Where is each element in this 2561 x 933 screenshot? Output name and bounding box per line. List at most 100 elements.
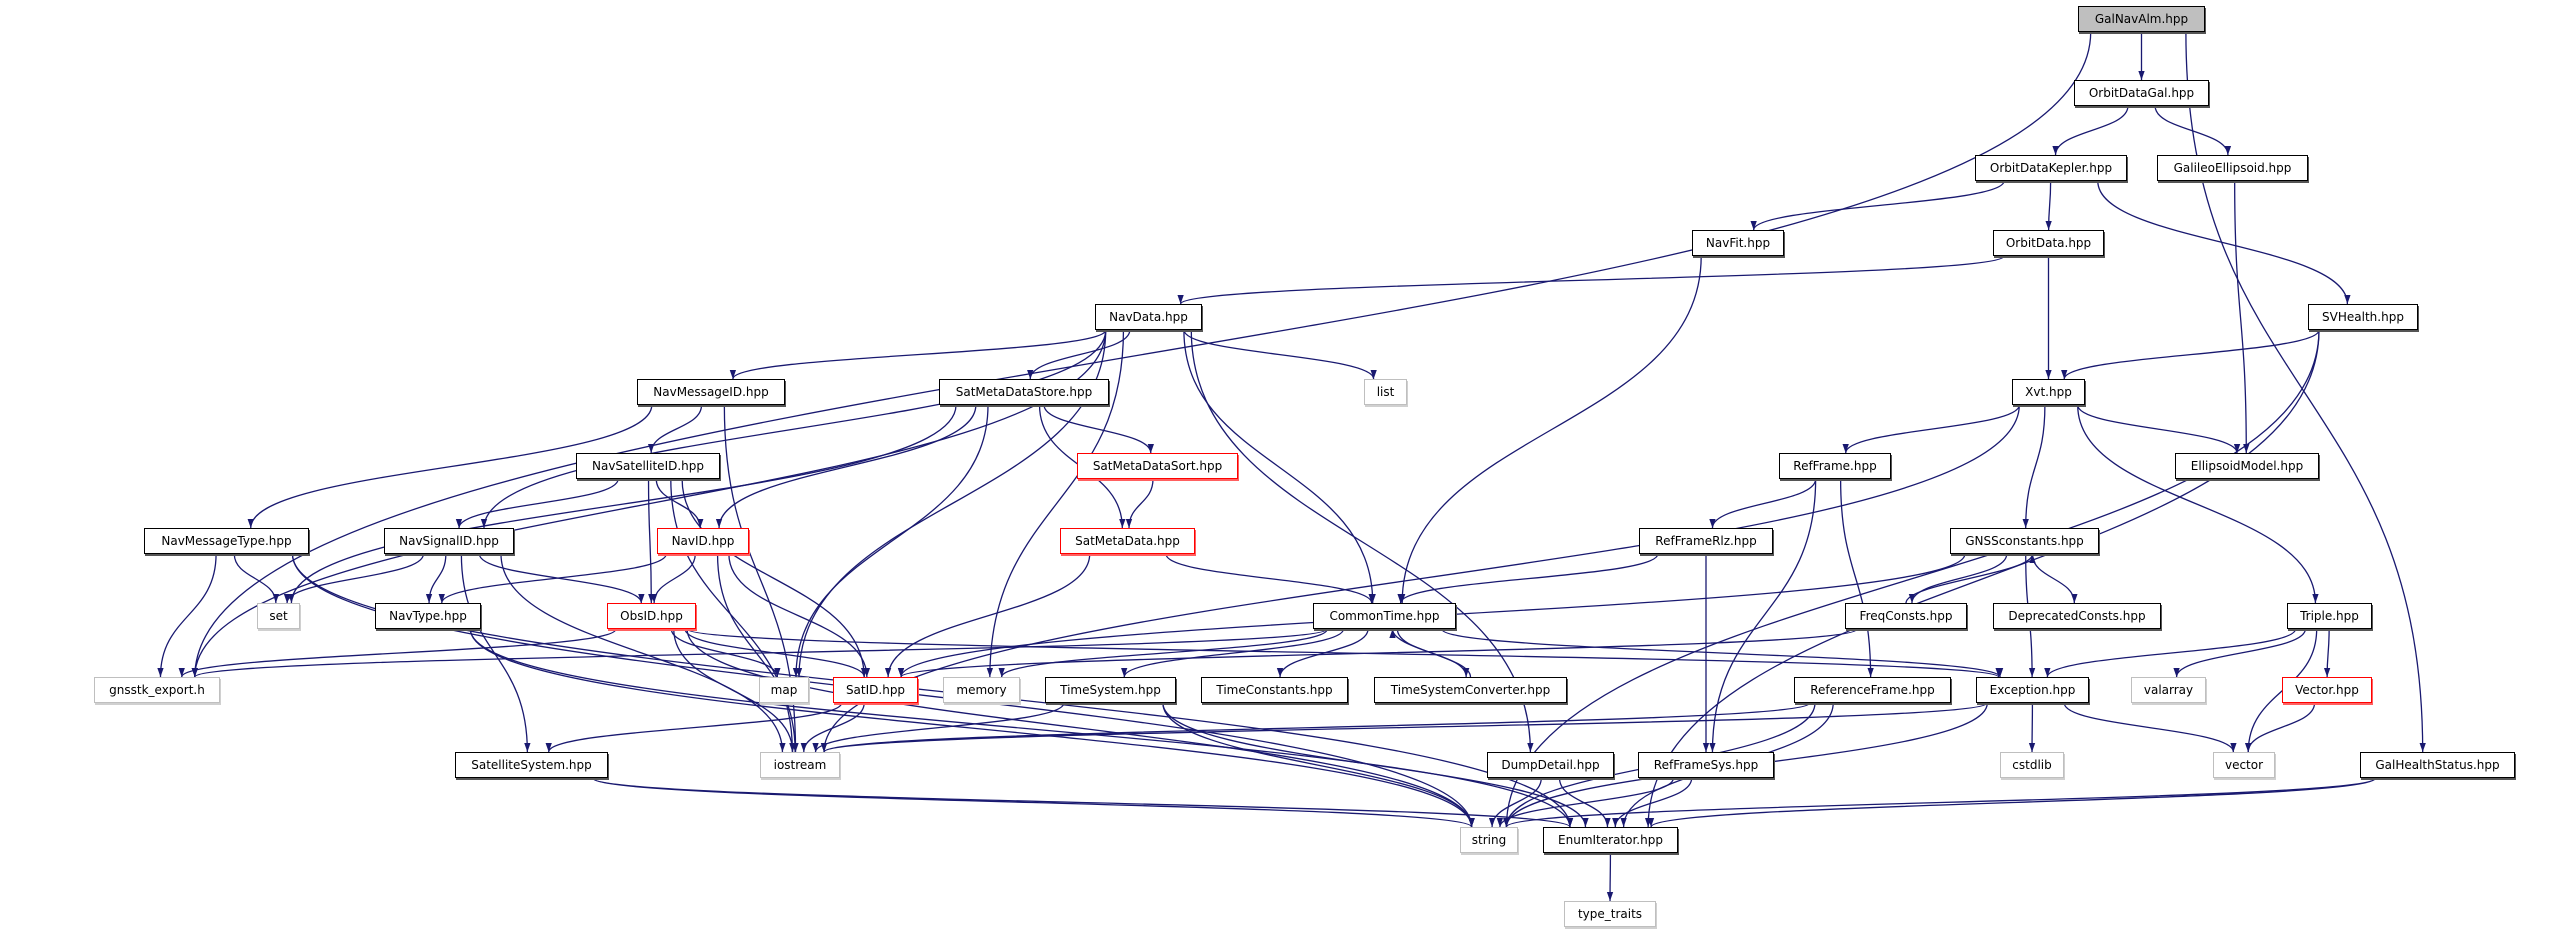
node-label: GalNavAlm.hpp (2094, 12, 2189, 26)
edge-NavSignalID-to-set (283, 553, 425, 604)
node-galileoellipsoid[interactable]: GalileoEllipsoid.hpp (2157, 155, 2308, 181)
node-gnsstk-export: gnsstk_export.h (94, 677, 220, 703)
node-navsatelliteid[interactable]: NavSatelliteID.hpp (576, 453, 720, 479)
node-label: Xvt.hpp (2025, 385, 2072, 399)
node-label: SVHealth.hpp (2322, 310, 2404, 324)
edge-SVHealth-to-string (1503, 329, 2320, 828)
edge-RefFrameRlz-to-CommonTime (1397, 553, 1659, 604)
node-exception[interactable]: Exception.hpp (1976, 677, 2089, 703)
edge-NavType-to-string (469, 628, 1475, 828)
edge-NavID-to-NavType (438, 553, 667, 604)
node-navid[interactable]: NavID.hpp (657, 528, 749, 554)
node-timesystemconverter[interactable]: TimeSystemConverter.hpp (1374, 677, 1567, 703)
edge-ObsID-to-gnsstk_export (178, 628, 617, 678)
node-refframesys[interactable]: RefFrameSys.hpp (1638, 752, 1774, 778)
edge-OrbitData-to-NavData (1177, 255, 2005, 305)
edge-SVHealth-to-EnumIterator (1645, 329, 2320, 828)
edge-CommonTime-to-TimeSystem (1121, 628, 1345, 678)
edge-Xvt-to-Triple (2077, 404, 2319, 604)
node-navmessageid[interactable]: NavMessageID.hpp (637, 379, 785, 405)
edge-CommonTime-to-TimeConstants (1276, 628, 1369, 678)
node-label: NavFit.hpp (1705, 236, 1771, 250)
node-label: vector (2224, 758, 2264, 772)
edge-SatMetaDataStore-to-SatMetaDataSort (1043, 404, 1154, 454)
node-ellipsoidmodel[interactable]: EllipsoidModel.hpp (2175, 453, 2319, 479)
node-navdata[interactable]: NavData.hpp (1095, 304, 1202, 330)
node-label: GNSSconstants.hpp (1965, 534, 2084, 548)
edge-GalNavAlm-to-gnsstk_export (191, 31, 2092, 678)
edge-RefFrame-to-RefFrameRlz (1709, 478, 1817, 529)
edge-NavMessageType-to-set (233, 553, 280, 604)
edge-GNSSconstants-to-DeprecatedConsts (2031, 553, 2078, 604)
node-galhealthstatus[interactable]: GalHealthStatus.hpp (2360, 752, 2515, 778)
edge-DumpDetail-to-string (1488, 777, 1542, 828)
node-vector[interactable]: Vector.hpp (2282, 677, 2372, 703)
node-label: Exception.hpp (1989, 683, 2076, 697)
node-commontime[interactable]: CommonTime.hpp (1313, 603, 1456, 629)
node-set: set (257, 603, 300, 629)
node-orbitdata[interactable]: OrbitData.hpp (1993, 230, 2104, 256)
node-label: GalileoEllipsoid.hpp (2173, 161, 2292, 175)
node-vector: vector (2213, 752, 2275, 778)
edge-NavMessageID-to-NavMessageType (247, 404, 653, 529)
node-galnavalm[interactable]: GalNavAlm.hpp (2078, 6, 2205, 32)
node-navsignalid[interactable]: NavSignalID.hpp (384, 528, 514, 554)
node-navfit[interactable]: NavFit.hpp (1692, 230, 1784, 256)
node-type-traits: type_traits (1564, 901, 1656, 927)
node-deprecatedconsts[interactable]: DeprecatedConsts.hpp (1993, 603, 2161, 629)
node-satmetadata[interactable]: SatMetaData.hpp (1060, 528, 1195, 554)
node-cstdlib: cstdlib (2000, 752, 2064, 778)
node-label: OrbitData.hpp (2005, 236, 2092, 250)
node-obsid[interactable]: ObsID.hpp (607, 603, 696, 629)
node-orbitdatagal[interactable]: OrbitDataGal.hpp (2074, 80, 2209, 106)
node-label: memory (956, 683, 1007, 697)
node-refframe[interactable]: RefFrame.hpp (1779, 453, 1891, 479)
edge-Triple-to-valarray (2173, 628, 2306, 678)
node-timesystem[interactable]: TimeSystem.hpp (1045, 677, 1176, 703)
edge-SatMetaDataStore-to-NavID (715, 404, 977, 529)
node-label: type_traits (1577, 907, 1643, 921)
node-satmetadatastore[interactable]: SatMetaDataStore.hpp (939, 379, 1109, 405)
node-refframerlz[interactable]: RefFrameRlz.hpp (1639, 528, 1773, 554)
node-label: string (1471, 833, 1507, 847)
edge-ReferenceFrame-to-iostream (821, 702, 1811, 753)
node-navmessagetype[interactable]: NavMessageType.hpp (144, 528, 309, 554)
edge-NavData-to-NavMessageID (729, 329, 1107, 380)
node-svhealth[interactable]: SVHealth.hpp (2308, 304, 2418, 330)
edge-NavFit-to-CommonTime (1399, 255, 1702, 604)
edge-OrbitDataGal-to-GalileoEllipsoid (2154, 105, 2232, 156)
node-label: valarray (2143, 683, 2194, 697)
edge-ObsID-to-map (670, 628, 781, 678)
node-satellitesystem[interactable]: SatelliteSystem.hpp (455, 752, 608, 778)
edge-NavSatelliteID-to-SatID (681, 478, 868, 678)
node-label: map (770, 683, 798, 697)
node-dumpdetail[interactable]: DumpDetail.hpp (1487, 752, 1614, 778)
edge-CommonTime-to-Exception (1441, 628, 2004, 678)
node-triple[interactable]: Triple.hpp (2287, 603, 2372, 629)
node-gnssconstants[interactable]: GNSSconstants.hpp (1950, 528, 2099, 554)
node-label: NavSignalID.hpp (399, 534, 499, 548)
edge-GNSSconstants-to-FreqConsts (1908, 553, 2008, 604)
edge-OrbitDataKepler-to-SVHealth (2097, 180, 2351, 305)
node-label: set (269, 609, 288, 623)
node-freqconsts[interactable]: FreqConsts.hpp (1845, 603, 1967, 629)
node-memory: memory (943, 677, 1020, 703)
node-satid[interactable]: SatID.hpp (833, 677, 918, 703)
node-label: RefFrameRlz.hpp (1655, 534, 1757, 548)
node-label: NavMessageID.hpp (653, 385, 769, 399)
node-orbitdatakepler[interactable]: OrbitDataKepler.hpp (1975, 155, 2127, 181)
node-enumiterator[interactable]: EnumIterator.hpp (1543, 827, 1678, 853)
edge-RefFrameSys-to-EnumIterator (1612, 777, 1693, 828)
node-label: ReferenceFrame.hpp (1810, 683, 1935, 697)
edge-NavMessageID-to-NavSatelliteID (648, 404, 703, 454)
edge-Exception-to-iostream (821, 702, 1988, 753)
node-satmetadatasort[interactable]: SatMetaDataSort.hpp (1077, 453, 1238, 479)
edge-GalNavAlm-to-GalHealthStatus (2185, 31, 2426, 753)
node-label: CommonTime.hpp (1329, 609, 1440, 623)
edge-TimeSystem-to-iostream (812, 702, 1065, 753)
node-xvt[interactable]: Xvt.hpp (2012, 379, 2085, 405)
node-timeconstants[interactable]: TimeConstants.hpp (1201, 677, 1348, 703)
node-label: TimeSystemConverter.hpp (1390, 683, 1551, 697)
node-referenceframe[interactable]: ReferenceFrame.hpp (1794, 677, 1951, 703)
node-navtype[interactable]: NavType.hpp (375, 603, 481, 629)
